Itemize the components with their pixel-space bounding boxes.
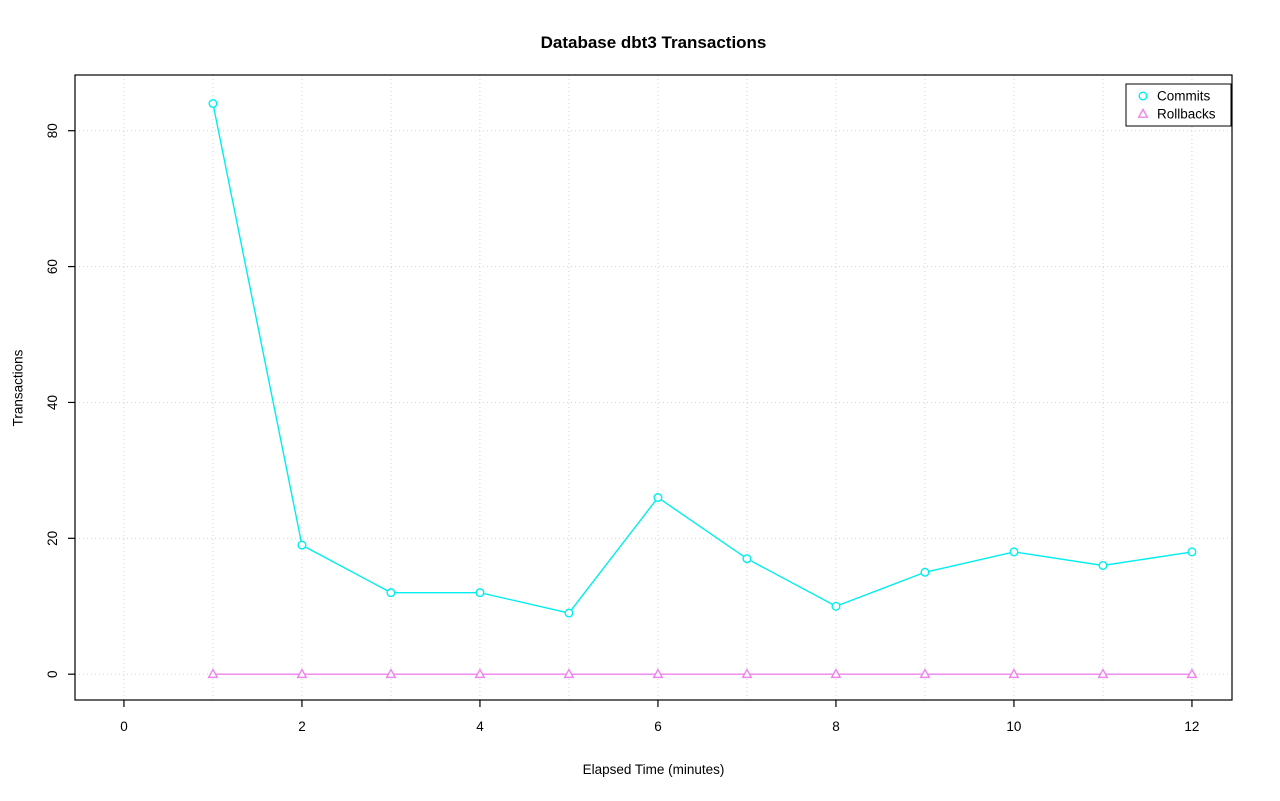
series-marker-commits [564,608,574,618]
series-marker-rollbacks [741,668,753,679]
y-tick-label: 80 [45,123,60,138]
series-marker-commits [1009,547,1019,557]
series-marker-rollbacks [830,668,842,679]
chart-title: Database dbt3 Transactions [540,33,767,52]
series-marker-commits [297,540,307,550]
series-marker-rollbacks [1097,668,1109,679]
series-marker-rollbacks [652,668,664,679]
series-marker-commits [653,493,663,503]
x-tick-label: 4 [476,719,484,734]
series-marker-commits [1187,547,1197,557]
legend-marker-commits [1138,91,1148,101]
series-marker-rollbacks [919,668,931,679]
y-tick-label: 0 [45,670,60,678]
legend-label-commits: Commits [1157,89,1210,104]
x-tick-label: 10 [1006,719,1021,734]
series-marker-rollbacks [1186,668,1198,679]
x-tick-label: 12 [1184,719,1199,734]
series-marker-rollbacks [296,668,308,679]
series-line-commits [212,103,1193,614]
series-marker-commits [475,588,485,598]
series-marker-rollbacks [1008,668,1020,679]
legend-marker-rollbacks [1137,107,1149,118]
series-marker-commits [831,601,841,611]
series-marker-rollbacks [385,668,397,679]
series-marker-commits [742,554,752,564]
x-tick-label: 8 [832,719,840,734]
plot-border [74,74,1233,701]
series-marker-commits [920,567,930,577]
x-axis-title: Elapsed Time (minutes) [582,762,725,777]
series-marker-commits [1098,560,1108,570]
y-tick-label: 20 [45,531,60,546]
x-tick-label: 2 [298,719,306,734]
y-axis-title: Transactions [10,349,26,427]
series-marker-commits [208,99,218,109]
series-marker-rollbacks [207,668,219,679]
series-marker-rollbacks [563,668,575,679]
legend-box [1125,83,1232,127]
series-marker-commits [386,588,396,598]
y-tick-label: 40 [45,395,60,410]
x-tick-label: 6 [654,719,662,734]
y-tick-label: 60 [45,259,60,274]
series-marker-rollbacks [474,668,486,679]
legend-label-rollbacks: Rollbacks [1157,107,1216,122]
x-tick-label: 0 [120,719,128,734]
